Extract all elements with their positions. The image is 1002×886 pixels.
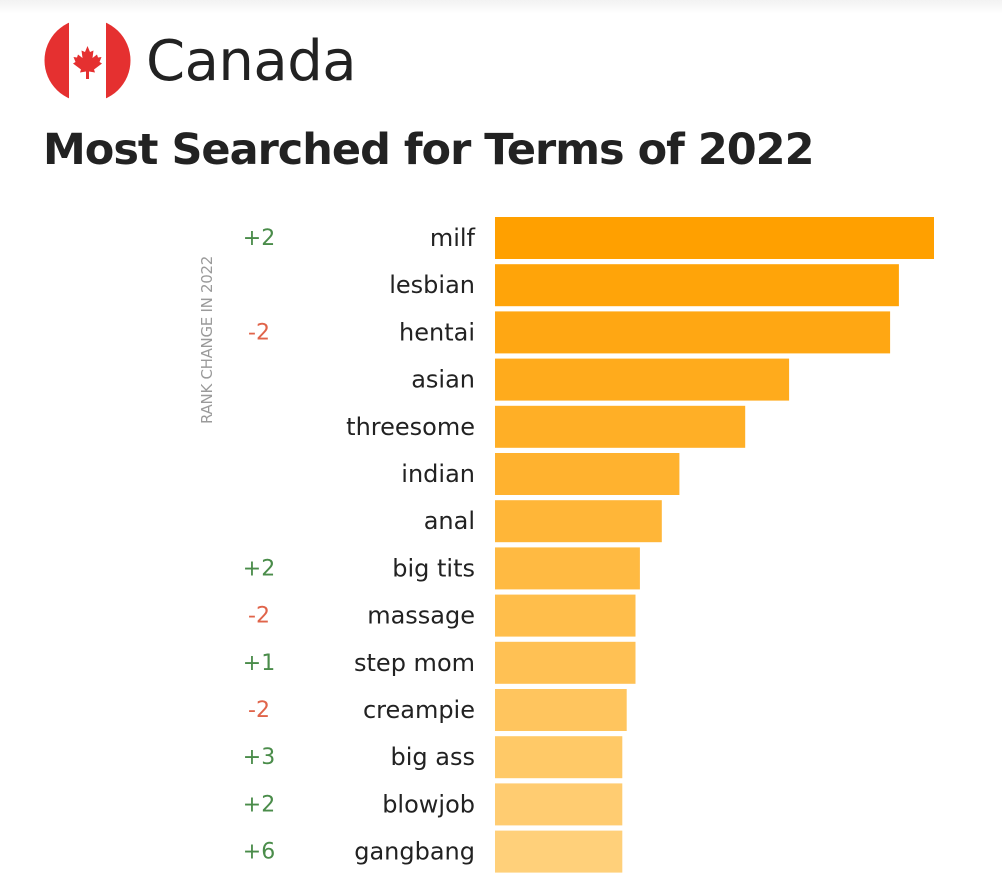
category-label: lesbian (389, 271, 475, 299)
bar-big-tits (495, 547, 640, 590)
rank-change-label: -2 (248, 320, 270, 345)
bar-hentai (495, 311, 891, 354)
bar-threesome (495, 405, 746, 448)
category-label: creampie (363, 696, 475, 724)
rank-change-label: +1 (243, 651, 275, 676)
category-label: asian (411, 366, 475, 394)
canada-flag-icon (44, 18, 131, 103)
canada-flag-icon-graphic (44, 18, 131, 103)
rank-change-label: +3 (243, 745, 275, 770)
bar-asian (495, 358, 790, 401)
category-label: massage (367, 602, 475, 630)
category-label: gangbang (354, 838, 475, 866)
bar-gangbang (495, 830, 623, 873)
bar-blowjob (495, 783, 623, 826)
chart-title: Most Searched for Terms of 2022 (43, 125, 815, 175)
rank-change-label: +6 (243, 840, 275, 865)
category-label: big ass (391, 743, 475, 771)
category-label: step mom (354, 649, 475, 677)
category-label: milf (430, 224, 476, 252)
rank-change-label: -2 (248, 604, 270, 629)
category-label: anal (424, 507, 475, 535)
category-label: threesome (346, 413, 475, 441)
rank-change-label: +2 (243, 226, 275, 251)
rank-change-label: +2 (243, 556, 275, 581)
bar-massage (495, 594, 636, 637)
rank-change-label: -2 (248, 698, 270, 723)
bar-big-ass (495, 736, 623, 779)
category-label: big tits (392, 554, 475, 582)
bar-creampie (495, 689, 627, 731)
category-label: hentai (399, 318, 475, 346)
category-label: blowjob (382, 790, 475, 818)
bar-lesbian (495, 264, 899, 307)
bar-step-mom (495, 641, 636, 684)
category-label: indian (401, 460, 475, 488)
bar-indian (495, 453, 680, 495)
bar-milf (495, 217, 934, 259)
country-title: Canada (146, 29, 357, 94)
bar-anal (495, 500, 662, 543)
rank-change-label: +2 (243, 792, 275, 817)
